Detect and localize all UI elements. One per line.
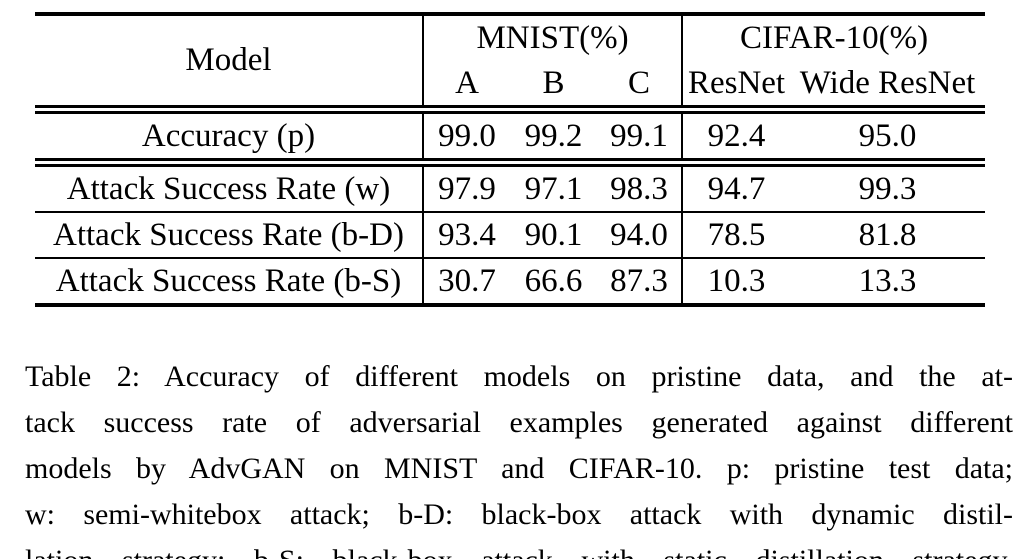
cell-value: 78.5 bbox=[681, 212, 791, 259]
cell-value: 66.6 bbox=[524, 262, 583, 299]
column-header-a: A bbox=[422, 61, 510, 114]
column-header-c: C bbox=[597, 61, 683, 114]
cell-value: 81.8 bbox=[790, 212, 986, 259]
cell-value: 30.7 bbox=[422, 258, 510, 305]
cell-value: 92.4 bbox=[681, 109, 791, 167]
table-caption: Table 2: Accuracy of different models on… bbox=[25, 354, 1013, 559]
table-column-header-row: A B C ResNet Wide ResNet bbox=[35, 61, 986, 114]
cell-value: 99.0 bbox=[422, 109, 510, 167]
cell-value: 97.1 bbox=[510, 162, 597, 213]
table-row-attack-bs: Attack Success Rate (b-S) 30.7 66.6 87.3… bbox=[35, 258, 985, 305]
cell-value: 87.3 bbox=[610, 262, 668, 299]
row-label: Accuracy (p) bbox=[35, 109, 423, 167]
cell-value: 99.3 bbox=[790, 162, 986, 213]
cell-value: 93.4 bbox=[422, 212, 510, 259]
cell-value: 95.0 bbox=[790, 109, 986, 167]
table-row-accuracy: Accuracy (p) 99.0 99.2 99.1 92.4 95.0 bbox=[35, 109, 986, 167]
cell-value: 99.2 bbox=[510, 109, 597, 167]
column-header-resnet: ResNet bbox=[681, 61, 791, 114]
row-label: Attack Success Rate (w) bbox=[35, 162, 423, 213]
caption-line-2: tack success rate of adversarial example… bbox=[25, 406, 1013, 439]
column-header-model: Model bbox=[35, 14, 423, 114]
cell-value: 90.1 bbox=[510, 212, 597, 259]
column-header-b: B bbox=[510, 61, 597, 114]
cell-value: 94.7 bbox=[681, 162, 791, 213]
cell-value: 13.3 bbox=[858, 262, 917, 299]
cell-value: 97.9 bbox=[422, 162, 510, 213]
paper-page: Model MNIST(%) CIFAR-10(%) A B C ResNet … bbox=[0, 12, 1035, 559]
caption-line-1: Table 2: Accuracy of different models on… bbox=[25, 360, 1013, 393]
row-label: Attack Success Rate (b-D) bbox=[35, 212, 423, 259]
table-group-header-row: Model MNIST(%) CIFAR-10(%) bbox=[35, 14, 986, 114]
column-header-wide-resnet: Wide ResNet bbox=[790, 61, 986, 114]
cell-value: 10.3 bbox=[681, 258, 791, 305]
caption-line-4: w: semi-whitebox attack; b-D: black-box … bbox=[25, 498, 1013, 531]
results-table: Model MNIST(%) CIFAR-10(%) A B C ResNet … bbox=[35, 12, 986, 307]
row-label: Attack Success Rate (b-S) bbox=[55, 262, 402, 299]
caption-line-5: lation strategy; b-S: black-box attack w… bbox=[25, 538, 1013, 559]
group-header-cifar10: CIFAR-10(%) bbox=[681, 14, 986, 61]
cell-value: 94.0 bbox=[597, 212, 683, 259]
cell-value: 99.1 bbox=[597, 109, 683, 167]
group-header-mnist: MNIST(%) bbox=[421, 14, 683, 61]
table-row-attack-bd: Attack Success Rate (b-D) 93.4 90.1 94.0… bbox=[35, 212, 986, 259]
cell-value: 98.3 bbox=[597, 162, 683, 213]
caption-line-3: models by AdvGAN on MNIST and CIFAR-10. … bbox=[25, 452, 1013, 485]
table-row-attack-w: Attack Success Rate (w) 97.9 97.1 98.3 9… bbox=[35, 162, 986, 213]
